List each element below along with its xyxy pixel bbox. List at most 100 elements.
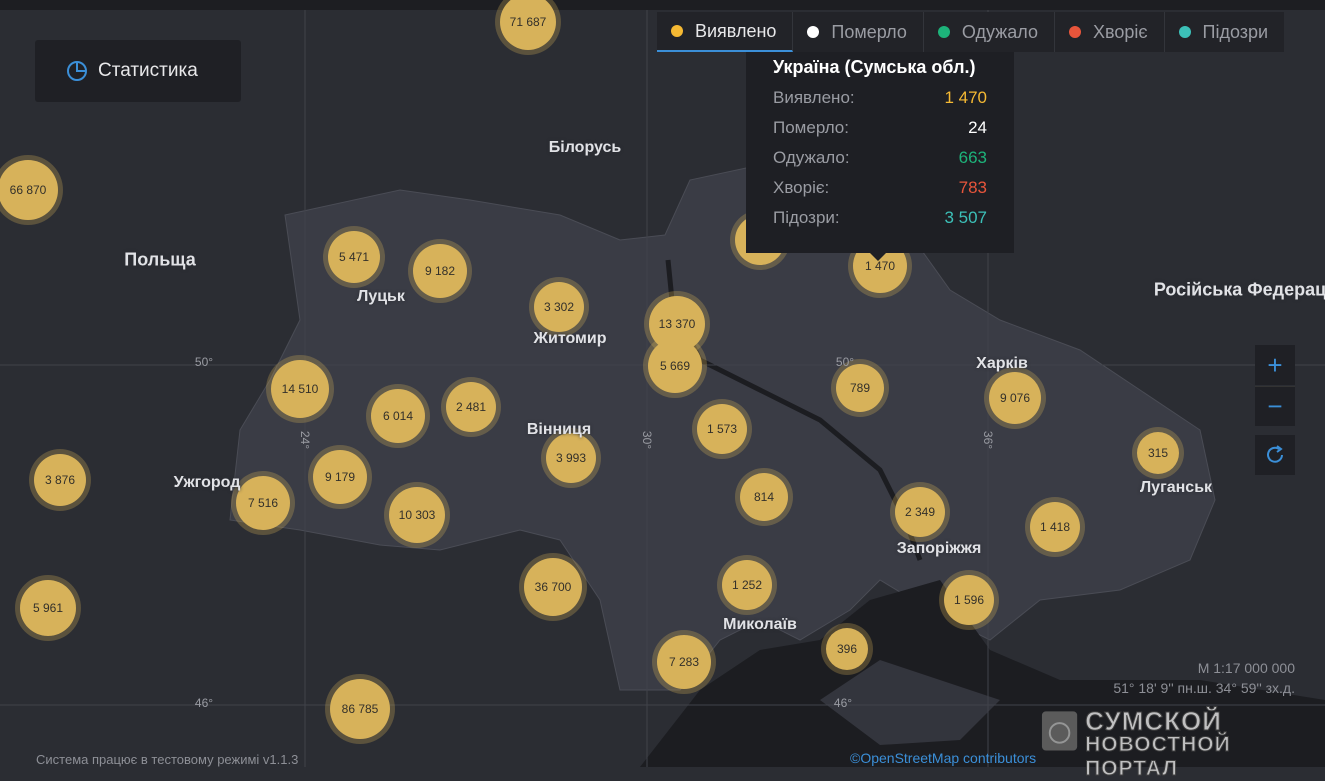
tooltip-label: Померло:: [773, 118, 849, 137]
cluster-marker[interactable]: 9 179: [313, 450, 367, 504]
place-label: Луцьк: [357, 288, 405, 305]
tooltip-row: Підозри: 3 507: [773, 203, 987, 233]
statistics-label: Статистика: [98, 60, 198, 81]
refresh-icon: [1267, 445, 1283, 463]
tab-1[interactable]: Виявлено: [657, 12, 794, 52]
place-label: Вінниця: [526, 421, 592, 438]
tab-3[interactable]: Одужало: [924, 12, 1055, 52]
watermark-line2: НОВОСТНОЙ ПОРТАЛ: [1085, 733, 1231, 781]
tooltip-value: 3 507: [944, 208, 987, 227]
tab-5[interactable]: Підозри: [1165, 12, 1285, 52]
grid-label: 50°: [835, 355, 855, 369]
cluster-marker[interactable]: 396: [826, 628, 868, 670]
place-label: Запоріжжя: [896, 540, 982, 557]
tab-4[interactable]: Хворіє: [1055, 12, 1165, 52]
place-label: Польща: [124, 249, 196, 270]
tooltip-value: 1 470: [944, 88, 987, 107]
tooltip-arrow: [870, 253, 886, 261]
place-label: Житомир: [533, 330, 607, 347]
tooltip-title: Україна (Сумська обл.): [773, 57, 976, 77]
tooltip-label: Підозри:: [773, 208, 840, 227]
crimea: [820, 660, 1000, 745]
cluster-marker[interactable]: 1 252: [722, 560, 772, 610]
cluster-marker[interactable]: 9 076: [989, 372, 1041, 424]
region-tooltip: Україна (Сумська обл.) Виявлено: 1 470 Пом…: [746, 52, 1014, 261]
cluster-marker[interactable]: 315: [1137, 432, 1179, 474]
plus-icon: +: [1267, 349, 1283, 380]
cluster-marker[interactable]: 789: [836, 364, 884, 412]
grid-label: 30°: [640, 430, 654, 450]
osm-attribution-link[interactable]: ©OpenStreetMap contributors: [850, 750, 1037, 766]
tooltip-row: Померло: 24: [773, 113, 987, 143]
cluster-marker[interactable]: 6 014: [371, 389, 425, 443]
legend-dot-icon: [671, 25, 683, 37]
tab-label: Виявлено: [695, 20, 777, 41]
cluster-marker[interactable]: 7 283: [657, 635, 711, 689]
cluster-marker[interactable]: 5 961: [20, 580, 76, 636]
sea: [640, 580, 1325, 767]
cluster-marker[interactable]: 36 700: [524, 558, 582, 616]
legend-dot-icon: [1068, 26, 1081, 38]
tab-label: Одужало: [961, 21, 1038, 42]
tab-label: Підозри: [1202, 21, 1269, 42]
scale-ratio: М 1:17 000 000: [1197, 660, 1295, 676]
grid-label: 50°: [194, 355, 214, 369]
cluster-marker[interactable]: 1 418: [1030, 502, 1080, 552]
reset-view-button[interactable]: [1255, 435, 1295, 475]
tooltip-value: 663: [958, 148, 987, 167]
tooltip-row: Виявлено: 1 470: [773, 83, 987, 113]
top-bar: [0, 0, 1325, 10]
zoom-in-button[interactable]: +: [1255, 345, 1295, 385]
cluster-marker[interactable]: 1 573: [697, 404, 747, 454]
tab-2[interactable]: Померло: [793, 12, 924, 52]
minus-icon: −: [1267, 391, 1283, 421]
footer-status: Система працює в тестовому режимі v1.1.3: [36, 752, 299, 767]
cursor-coords: 51° 18' 9'' пн.ш. 34° 59'' зх.д.: [1113, 680, 1295, 696]
cluster-marker[interactable]: 86 785: [330, 679, 390, 739]
cluster-marker[interactable]: 14 510: [271, 360, 329, 418]
cluster-marker[interactable]: 9 182: [413, 244, 467, 298]
zoom-out-button[interactable]: −: [1255, 386, 1295, 426]
tooltip-label: Одужало:: [773, 148, 850, 167]
cluster-marker[interactable]: 1 596: [944, 575, 994, 625]
place-label: Білорусь: [548, 139, 622, 156]
pie-chart-icon: [67, 61, 87, 81]
cluster-marker[interactable]: 3 302: [534, 282, 584, 332]
metric-tabs: Виявлено Померло Одужало Хворіє Підозри: [657, 12, 1285, 52]
tooltip-row: Хворіє: 783: [773, 173, 987, 203]
watermark-logo: СУМСКОЙ НОВОСТНОЙ ПОРТАЛ: [1040, 703, 1325, 781]
cluster-marker[interactable]: 2 481: [446, 382, 496, 432]
tooltip-row: Одужало: 663: [773, 143, 987, 173]
cluster-marker[interactable]: 71 687: [500, 0, 556, 50]
cluster-marker[interactable]: 13 370: [649, 296, 705, 352]
legend-dot-icon: [807, 26, 820, 38]
scale-info: М 1:17 000 000 51° 18' 9'' пн.ш. 34° 59'…: [1113, 658, 1295, 698]
tab-label: Хворіє: [1092, 21, 1148, 42]
tooltip-label: Виявлено:: [773, 88, 855, 107]
grid-label: 46°: [833, 696, 853, 710]
grid-label: 46°: [194, 696, 214, 710]
statistics-button[interactable]: Статистика: [35, 40, 241, 102]
cluster-marker[interactable]: 5 471: [328, 231, 380, 283]
place-label: Миколаїв: [723, 616, 797, 633]
cluster-marker[interactable]: 10 303: [389, 487, 445, 543]
place-label: Харків: [976, 355, 1028, 372]
grid-label: 36°: [981, 430, 995, 450]
cluster-marker[interactable]: 3 876: [34, 454, 86, 506]
cluster-marker[interactable]: 3 993: [546, 433, 596, 483]
watermark-line1: СУМСКОЙ: [1085, 706, 1222, 736]
place-label: Ужгород: [173, 474, 241, 491]
legend-dot-icon: [937, 26, 950, 38]
cluster-marker[interactable]: 5 669: [648, 339, 702, 393]
tooltip-label: Хворіє:: [773, 178, 830, 197]
tooltip-value: 783: [958, 178, 987, 197]
cluster-marker[interactable]: 2 349: [895, 487, 945, 537]
place-label: Луганськ: [1139, 479, 1213, 496]
cluster-marker[interactable]: 66 870: [0, 160, 58, 220]
tab-label: Померло: [831, 21, 907, 42]
grid-label: 24°: [298, 430, 312, 450]
cluster-marker[interactable]: 814: [740, 473, 788, 521]
cluster-marker[interactable]: 7 516: [236, 476, 290, 530]
place-label: Російська Федерац: [1153, 279, 1325, 300]
tooltip-value: 24: [968, 118, 987, 137]
